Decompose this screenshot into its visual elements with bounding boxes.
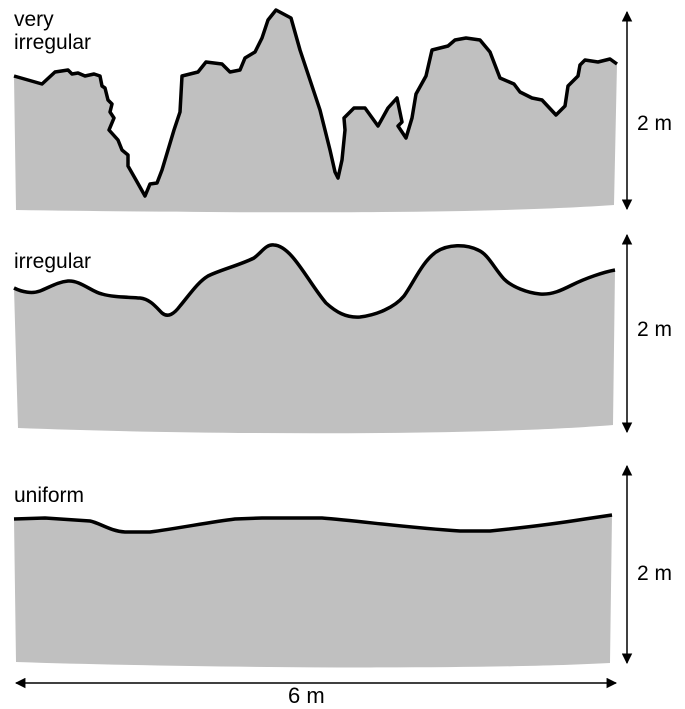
width-label: 6 m	[288, 683, 325, 708]
uniform-fill	[14, 515, 612, 668]
uniform-panel	[13, 464, 633, 668]
irregular-fill	[14, 244, 615, 434]
profile-label-uniform: uniform	[14, 484, 85, 507]
irregular-profile	[13, 243, 616, 319]
profile-label-irregular: irregular	[14, 250, 92, 273]
profile-label-very-irregular: very irregular	[14, 8, 92, 54]
very-irregular-fill	[14, 10, 617, 213]
height-label-very-irregular: 2 m	[637, 112, 673, 135]
irregular-panel	[13, 233, 633, 434]
height-label-irregular: 2 m	[637, 318, 673, 341]
very-irregular-profile	[13, 8, 619, 198]
uniform-profile	[13, 513, 613, 534]
height-label-uniform: 2 m	[637, 562, 673, 585]
very-irregular-panel	[13, 8, 633, 213]
